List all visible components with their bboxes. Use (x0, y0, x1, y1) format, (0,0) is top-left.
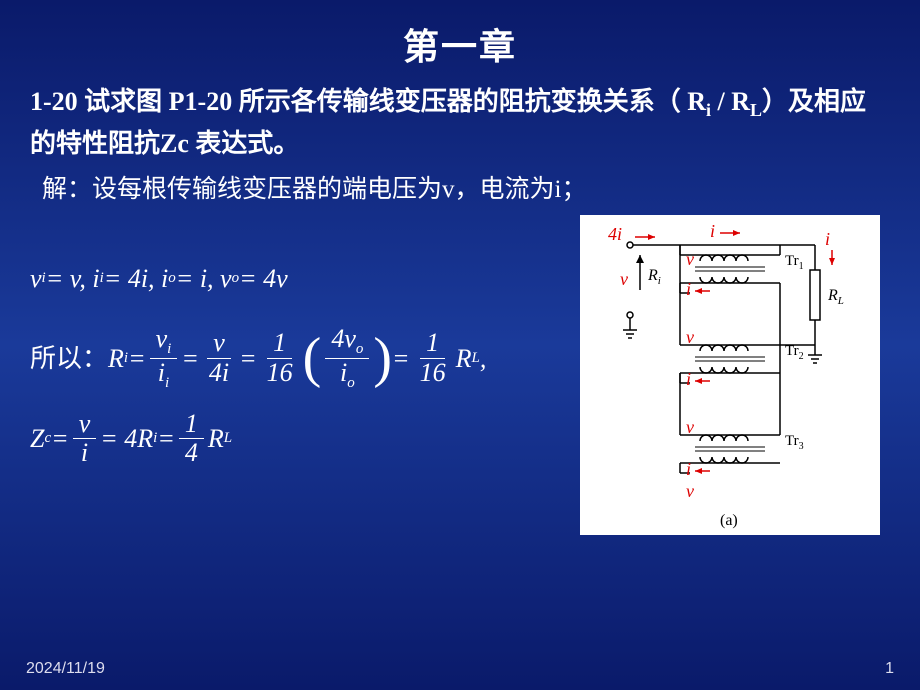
paren-right: ) (373, 336, 392, 381)
annotation-i: i (686, 459, 691, 479)
frac-den: 4 (179, 439, 204, 468)
frac-num: 4v (331, 324, 356, 353)
svg-text:Ri: Ri (647, 267, 661, 287)
math-t: = 4R (100, 410, 153, 467)
transformer-1: Tr1 (680, 245, 815, 345)
annotation-4i: 4i (608, 224, 622, 244)
frac-num: 1 (179, 410, 204, 440)
fraction: vi ii (150, 325, 178, 391)
frac-den: 4i (203, 359, 235, 388)
svg-text:Tr2: Tr2 (785, 343, 804, 362)
math-eq: = (239, 330, 257, 387)
svg-text:Tr3: Tr3 (785, 433, 804, 452)
math-sub: o (168, 262, 176, 295)
math-sub: L (224, 422, 232, 455)
math-sub: c (44, 422, 51, 455)
footer-page-number: 1 (885, 660, 894, 678)
frac-den: 16 (414, 359, 452, 388)
math-eq: = (128, 330, 146, 387)
circuit-diagram: Ri Tr1 (580, 215, 880, 535)
annotation-v: v (686, 481, 694, 501)
math-eq: = (392, 330, 410, 387)
frac-sub: i (165, 375, 169, 391)
annotation-v: v (686, 249, 694, 269)
math-rl: R (208, 410, 224, 467)
solution-intro: 解：设每根传输线变压器的端电压为v，电流为i； (0, 163, 920, 209)
math-rl: R (456, 330, 472, 387)
annotation-v: v (686, 417, 694, 437)
transformer-3: Tr3 (680, 373, 804, 473)
frac-num: 1 (420, 329, 445, 359)
math-eq: = (181, 330, 199, 387)
math-v: v (30, 250, 42, 307)
problem-statement: 1-20 试求图 P1-20 所示各传输线变压器的阻抗变换关系（ Ri / RL… (0, 70, 920, 163)
svg-text:RL: RL (827, 287, 844, 307)
problem-sub-rl: L (750, 100, 762, 120)
fraction: 1 16 (414, 329, 452, 387)
annotation-v: v (686, 327, 694, 347)
math-t: = i, v (176, 250, 232, 307)
annotation-v: v (620, 269, 628, 289)
equation-1: vi = v, ii = 4i, io = i, vo = 4v (30, 250, 486, 307)
math-derivation: vi = v, ii = 4i, io = i, vo = 4v 所以： Ri … (30, 250, 486, 486)
math-eq: = (51, 410, 69, 467)
problem-text-1: 1-20 试求图 P1-20 所示各传输线变压器的阻抗变换关系（ R (30, 87, 706, 116)
frac-num: 1 (267, 329, 292, 359)
annotation-i: i (710, 221, 715, 241)
math-comma: , (480, 330, 487, 387)
math-eq: = (157, 410, 175, 467)
footer-date: 2024/11/19 (26, 660, 105, 678)
frac-sub: o (356, 341, 364, 357)
equation-3: Zc = v i = 4Ri = 1 4 RL (30, 410, 486, 468)
frac-num: v (73, 410, 97, 440)
svg-text:Tr1: Tr1 (785, 253, 804, 272)
math-t: = 4v (239, 250, 288, 307)
fraction: v 4i (203, 329, 235, 387)
problem-text-2: / R (711, 87, 750, 116)
paren-left: ( (303, 336, 322, 381)
frac-sub: i (167, 341, 171, 357)
math-sub: o (232, 262, 240, 295)
annotation-i: i (686, 279, 691, 299)
frac-num: v (156, 324, 168, 353)
fraction: 1 4 (179, 410, 204, 468)
diagram-caption: (a) (720, 512, 738, 529)
page-title: 第一章 (0, 0, 920, 70)
math-t: = v, i (46, 250, 100, 307)
frac-den: i (75, 439, 94, 468)
math-zc: Z (30, 410, 44, 467)
math-t: = 4i, i (104, 250, 169, 307)
frac-den: 16 (261, 359, 299, 388)
annotation-i: i (686, 369, 691, 389)
math-sub: L (471, 342, 479, 375)
frac-sub: o (347, 375, 355, 391)
frac-den: i (158, 358, 165, 387)
equation-2: 所以： Ri = vi ii = v 4i = 1 16 ( 4vo io ) … (30, 325, 486, 391)
fraction: 1 16 (261, 329, 299, 387)
fraction: v i (73, 410, 97, 468)
math-ri: R (108, 330, 124, 387)
fraction: 4vo io (325, 325, 369, 391)
frac-num: v (207, 329, 231, 359)
math-so: 所以： (30, 330, 108, 387)
annotation-i: i (825, 229, 830, 249)
circuit-svg: Ri Tr1 (580, 215, 880, 535)
